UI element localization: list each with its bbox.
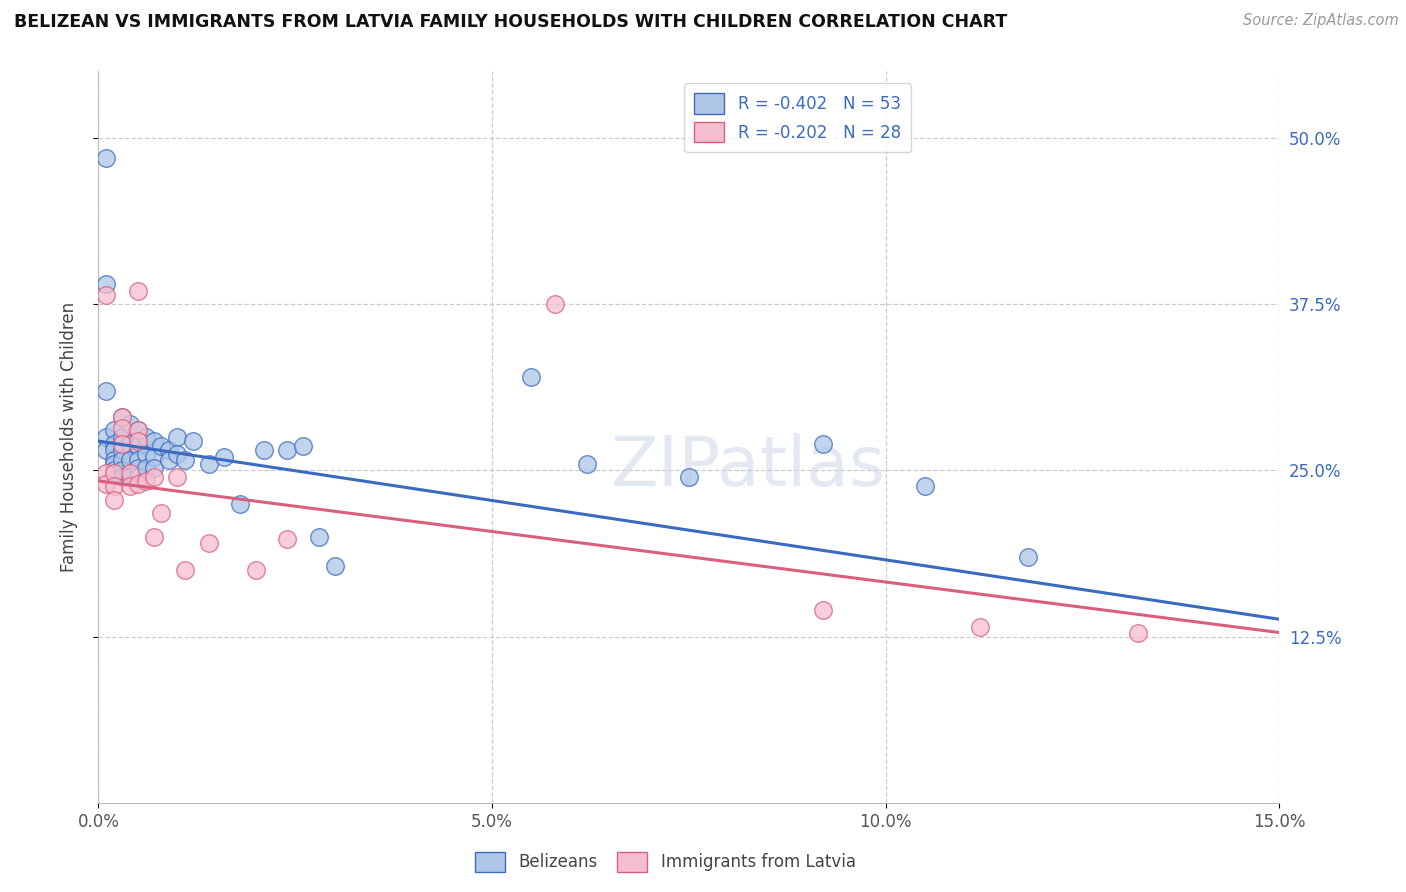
Point	[111, 410, 134, 425]
Point	[157, 452, 180, 467]
Point	[118, 466, 141, 480]
Point	[292, 439, 315, 453]
Point	[118, 436, 141, 450]
Point	[214, 450, 236, 464]
Point	[166, 447, 188, 461]
Point	[914, 479, 936, 493]
Point	[96, 476, 118, 491]
Point	[127, 424, 149, 438]
Point	[142, 460, 165, 475]
Point	[103, 463, 125, 477]
Point	[96, 430, 118, 444]
Point	[142, 530, 165, 544]
Point	[142, 450, 165, 464]
Point	[111, 421, 134, 435]
Point	[308, 530, 330, 544]
Point	[96, 277, 118, 292]
Point	[96, 287, 118, 301]
Text: Source: ZipAtlas.com: Source: ZipAtlas.com	[1243, 13, 1399, 29]
Point	[969, 620, 991, 634]
Point	[811, 436, 834, 450]
Point	[111, 436, 134, 450]
Point	[166, 470, 188, 484]
Point	[118, 470, 141, 484]
Point	[181, 434, 204, 448]
Point	[111, 410, 134, 425]
Point	[103, 436, 125, 450]
Text: BELIZEAN VS IMMIGRANTS FROM LATVIA FAMILY HOUSEHOLDS WITH CHILDREN CORRELATION C: BELIZEAN VS IMMIGRANTS FROM LATVIA FAMIL…	[14, 13, 1007, 31]
Point	[103, 457, 125, 471]
Point	[111, 470, 134, 484]
Point	[96, 443, 118, 458]
Point	[127, 439, 149, 453]
Point	[575, 457, 598, 471]
Point	[103, 479, 125, 493]
Point	[544, 297, 567, 311]
Point	[127, 460, 149, 475]
Point	[135, 447, 157, 461]
Point	[111, 443, 134, 458]
Point	[157, 443, 180, 458]
Point	[253, 443, 276, 458]
Point	[276, 443, 298, 458]
Point	[111, 463, 134, 477]
Point	[174, 452, 197, 467]
Point	[127, 476, 149, 491]
Y-axis label: Family Households with Children: Family Households with Children	[59, 302, 77, 572]
Point	[135, 430, 157, 444]
Point	[323, 559, 346, 574]
Point	[174, 563, 197, 577]
Legend: Belizeans, Immigrants from Latvia: Belizeans, Immigrants from Latvia	[468, 845, 862, 879]
Point	[127, 470, 149, 484]
Point	[1126, 625, 1149, 640]
Point	[96, 151, 118, 165]
Point	[1017, 549, 1039, 564]
Point	[127, 424, 149, 438]
Point	[103, 443, 125, 458]
Point	[135, 474, 157, 488]
Point	[142, 434, 165, 448]
Point	[103, 492, 125, 507]
Point	[103, 466, 125, 480]
Point	[127, 434, 149, 448]
Point	[103, 452, 125, 467]
Text: ZIPatlas: ZIPatlas	[610, 433, 886, 500]
Point	[811, 603, 834, 617]
Point	[150, 506, 173, 520]
Point	[118, 452, 141, 467]
Point	[142, 470, 165, 484]
Point	[118, 417, 141, 431]
Point	[127, 284, 149, 298]
Point	[678, 470, 700, 484]
Point	[520, 370, 543, 384]
Point	[197, 536, 219, 550]
Point	[103, 424, 125, 438]
Point	[96, 384, 118, 398]
Point	[276, 533, 298, 547]
Point	[245, 563, 267, 577]
Point	[166, 430, 188, 444]
Point	[229, 497, 252, 511]
Point	[111, 452, 134, 467]
Point	[118, 479, 141, 493]
Point	[127, 452, 149, 467]
Point	[96, 466, 118, 480]
Point	[197, 457, 219, 471]
Point	[150, 439, 173, 453]
Point	[135, 460, 157, 475]
Point	[111, 430, 134, 444]
